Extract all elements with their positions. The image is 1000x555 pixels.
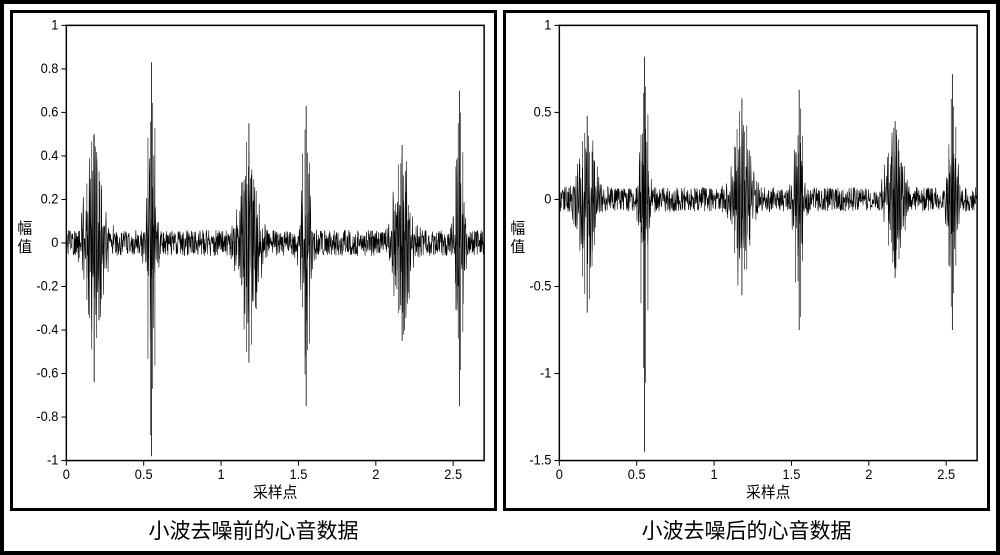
svg-text:1.5: 1.5 [290,467,308,482]
svg-text:0: 0 [63,467,70,482]
outer-frame: 0 0.5 1 1.5 2 2.5 -1 -0.8 -0.6 -0.4 -0.2 0 0.2 0.4 0.6… [0,0,1000,555]
left-chart-panel: 0 0.5 1 1.5 2 2.5 -1 -0.8 -0.6 -0.4 -0.2 0 0.2 0.4 0.6… [10,10,497,511]
svg-text:0: 0 [544,191,551,206]
svg-text:-0.5: -0.5 [529,278,551,293]
svg-text:1: 1 [51,17,58,32]
svg-text:2: 2 [372,467,379,482]
svg-text:1: 1 [711,467,718,482]
svg-text:0: 0 [556,467,563,482]
left-caption: 小波去噪前的心音数据 [10,515,497,545]
charts-row: 0 0.5 1 1.5 2 2.5 -1 -0.8 -0.6 -0.4 -0.2 0 0.2 0.4 0.6… [4,4,996,511]
svg-text:值: 值 [17,239,32,256]
right-chart-svg: 0 0.5 1 1.5 2 2.5 -1.5 -1 -0.5 0 0.5 1 采样点 幅值 [506,13,987,508]
svg-text:0.4: 0.4 [41,148,59,163]
svg-text:1.5: 1.5 [783,467,801,482]
svg-text:采样点: 采样点 [746,484,790,501]
left-chart-svg: 0 0.5 1 1.5 2 2.5 -1 -0.8 -0.6 -0.4 -0.2 0 0.2 0.4 0.6… [13,13,494,508]
left-chart-column: 0 0.5 1 1.5 2 2.5 -1 -0.8 -0.6 -0.4 -0.2 0 0.2 0.4 0.6… [10,10,497,511]
svg-text:值: 值 [510,239,525,256]
svg-text:1: 1 [544,17,551,32]
right-caption: 小波去噪后的心音数据 [503,515,990,545]
svg-text:采样点: 采样点 [253,484,297,501]
svg-text:0.5: 0.5 [628,467,646,482]
svg-text:幅: 幅 [510,220,525,237]
svg-text:0.5: 0.5 [534,104,552,119]
svg-text:-0.6: -0.6 [36,365,58,380]
svg-text:幅: 幅 [17,220,32,237]
svg-text:-1: -1 [540,365,551,380]
caption-row: 小波去噪前的心音数据 小波去噪后的心音数据 [4,511,996,551]
svg-text:-1.5: -1.5 [529,452,551,467]
svg-text:0.5: 0.5 [135,467,153,482]
svg-text:0.6: 0.6 [41,104,59,119]
svg-text:-0.8: -0.8 [36,409,58,424]
svg-text:0: 0 [51,235,58,250]
svg-text:0.8: 0.8 [41,61,59,76]
svg-text:-1: -1 [47,452,58,467]
svg-text:-0.2: -0.2 [36,278,58,293]
svg-text:2.5: 2.5 [444,467,462,482]
svg-text:2.5: 2.5 [937,467,955,482]
svg-text:2: 2 [865,467,872,482]
svg-text:-0.4: -0.4 [36,322,58,337]
right-chart-panel: 0 0.5 1 1.5 2 2.5 -1.5 -1 -0.5 0 0.5 1 采样点 幅值 [503,10,990,511]
svg-text:0.2: 0.2 [41,191,59,206]
right-chart-column: 0 0.5 1 1.5 2 2.5 -1.5 -1 -0.5 0 0.5 1 采样点 幅值 [503,10,990,511]
svg-text:1: 1 [218,467,225,482]
